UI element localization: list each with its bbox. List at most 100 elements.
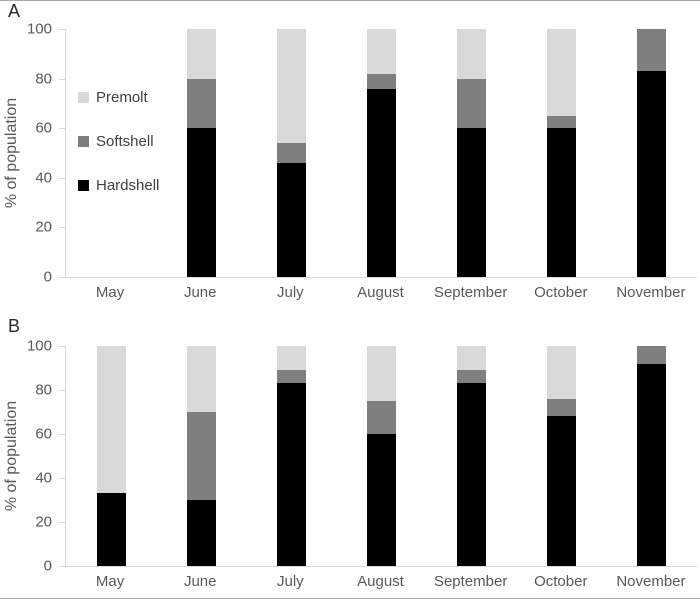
y-tick-mark [59, 177, 65, 179]
bar-segment-premolt [276, 346, 306, 371]
x-category-label: November [616, 284, 686, 301]
legend-item-softshell: Softshell [78, 132, 159, 150]
x-category-label: August [357, 284, 404, 301]
y-tick-label: 0 [43, 557, 52, 575]
bar-september [457, 29, 487, 277]
x-category-label: October [534, 573, 588, 590]
softshell-swatch-icon [78, 135, 89, 147]
y-tick-mark [59, 478, 65, 479]
bar-november [637, 346, 667, 566]
panel-b-bars [66, 346, 697, 566]
bar-segment-hardshell [547, 128, 577, 277]
panel-b-plot-area [65, 346, 697, 567]
bar-segment-hardshell [186, 500, 216, 566]
bar-october [547, 29, 577, 277]
bar-segment-softshell [276, 370, 306, 384]
bar-segment-premolt [547, 346, 577, 399]
y-tick-mark [59, 566, 65, 567]
y-tick-label: 80 [35, 381, 52, 399]
bar-segment-premolt [276, 29, 306, 144]
bar-may [96, 346, 126, 566]
legend-label: Softshell [96, 132, 154, 150]
panel-b-x-axis-labels: May June July August September October Novembe… [65, 573, 696, 590]
x-category-label: May [95, 573, 125, 590]
x-category-label: November [616, 573, 686, 590]
x-category-label: May [95, 284, 125, 301]
panel-b: B % of population 0 20 40 60 80 100 May June Ju… [0, 316, 700, 598]
bar-segment-hardshell [637, 71, 667, 277]
x-category-label: June [183, 573, 217, 590]
bar-segment-hardshell [457, 128, 487, 277]
bar-segment-softshell [637, 29, 667, 72]
y-tick-label: 100 [26, 337, 52, 355]
bar-segment-hardshell [637, 363, 667, 566]
bar-segment-premolt [186, 346, 216, 412]
panel-b-y-axis: 0 20 40 60 80 100 [0, 339, 65, 574]
y-tick-label: 80 [35, 70, 52, 88]
bar-segment-hardshell [367, 88, 396, 277]
bar-segment-softshell [457, 370, 487, 384]
panel-a-y-axis: 0 20 40 60 80 100 [0, 22, 65, 285]
bar-segment-softshell [547, 398, 577, 417]
y-tick-label: 40 [35, 169, 52, 187]
bar-segment-softshell [547, 115, 577, 129]
bar-november [637, 29, 667, 277]
bar-segment-hardshell [367, 434, 396, 566]
bar-segment-hardshell [276, 383, 306, 566]
panel-a-plot-area: Premolt Softshell Hardshell [65, 29, 697, 278]
panel-a-label: A [8, 1, 21, 21]
legend: Premolt Softshell Hardshell [78, 88, 160, 223]
bar-segment-softshell [276, 143, 306, 163]
bar-segment-softshell [637, 346, 667, 364]
premolt-swatch-icon [78, 91, 89, 103]
x-category-label: September [433, 573, 508, 590]
legend-label: Premolt [96, 88, 148, 106]
x-category-label: June [183, 284, 217, 301]
x-category-label: October [534, 284, 588, 301]
bar-june [186, 346, 216, 566]
bar-segment-hardshell [276, 162, 306, 277]
y-tick-label: 60 [35, 425, 52, 443]
y-tick-mark [59, 227, 65, 229]
y-tick-label: 20 [35, 218, 52, 236]
bar-segment-premolt [367, 29, 396, 74]
bar-segment-premolt [457, 346, 487, 371]
legend-item-hardshell: Hardshell [78, 176, 160, 194]
hardshell-swatch-icon [78, 179, 89, 191]
x-category-label: July [277, 284, 304, 301]
y-tick-mark [59, 78, 65, 80]
bar-segment-softshell [367, 73, 396, 89]
y-tick-label: 20 [35, 513, 52, 531]
bar-segment-hardshell [457, 383, 487, 566]
x-category-label: August [357, 573, 404, 590]
bar-segment-hardshell [96, 493, 126, 566]
legend-item-premolt: Premolt [78, 88, 159, 106]
bar-segment-hardshell [547, 416, 577, 566]
bar-july [276, 346, 306, 566]
y-tick-mark [59, 434, 65, 435]
bar-segment-hardshell [186, 128, 216, 277]
bar-october [547, 346, 577, 566]
bar-segment-premolt [96, 346, 126, 494]
bar-segment-premolt [547, 29, 577, 116]
bar-september [457, 346, 487, 566]
x-category-label: July [277, 573, 304, 590]
y-tick-mark [59, 522, 65, 523]
bar-august [367, 346, 396, 566]
y-tick-label: 0 [43, 268, 52, 286]
y-tick-label: 60 [35, 119, 52, 137]
y-tick-mark [59, 29, 65, 30]
bar-segment-premolt [367, 346, 396, 401]
bar-segment-premolt [457, 29, 487, 79]
bar-july [276, 29, 306, 277]
y-tick-label: 100 [26, 20, 52, 38]
panel-a-bars [66, 29, 697, 277]
y-tick-mark [59, 390, 65, 391]
panel-a-x-axis-labels: May June July August September October Novembe… [65, 284, 696, 301]
legend-label: Hardshell [96, 176, 160, 194]
bar-segment-premolt [186, 29, 216, 79]
bar-august [367, 29, 396, 277]
y-tick-mark [59, 128, 65, 130]
y-tick-label: 40 [35, 469, 52, 487]
